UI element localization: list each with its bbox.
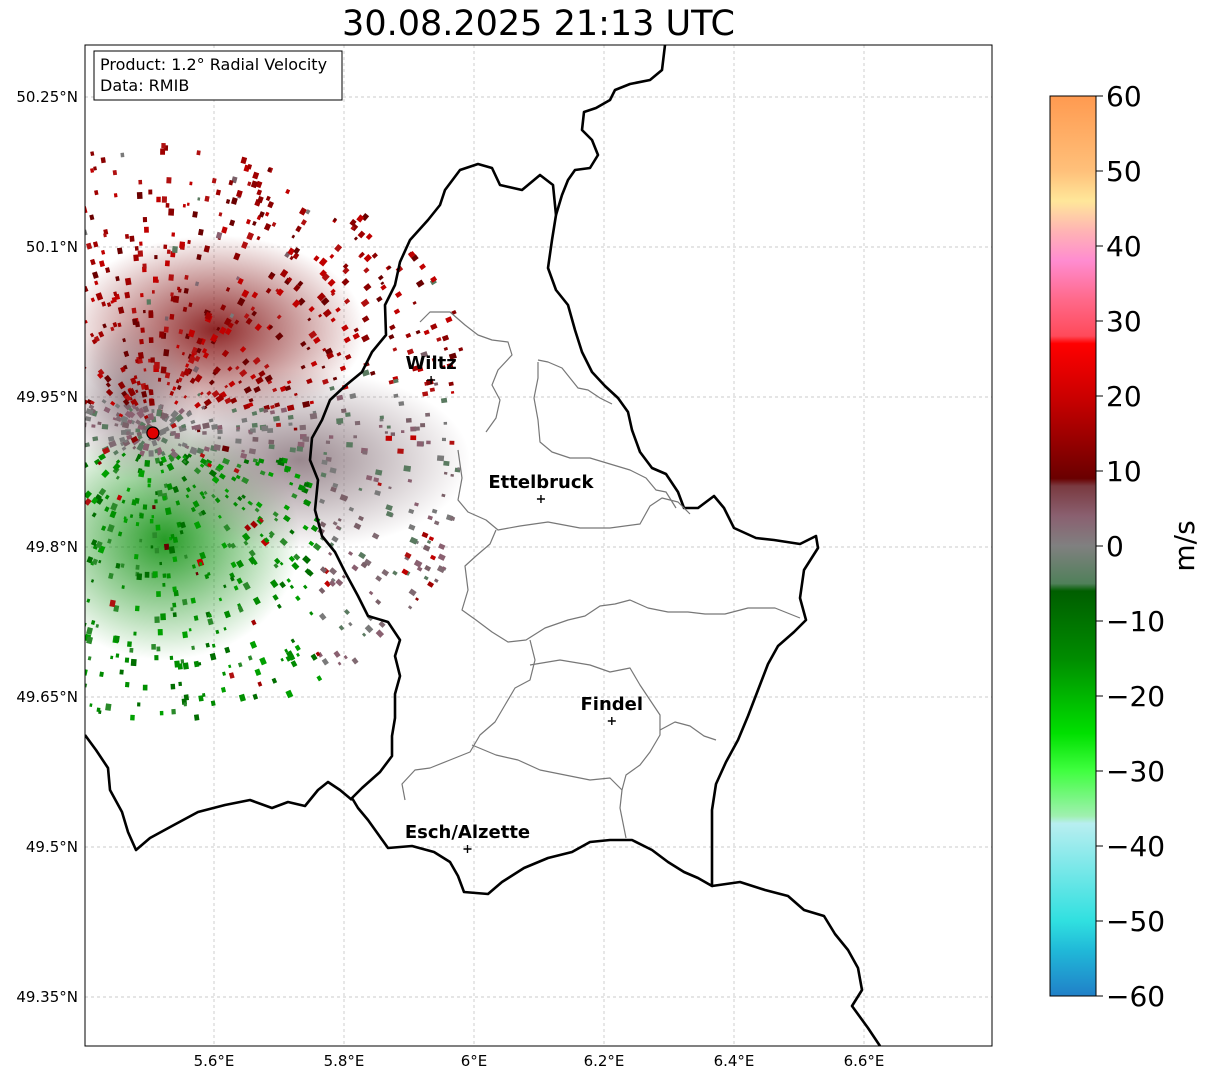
radar-site	[146, 426, 160, 440]
colorbar-tick-label: −10	[1106, 605, 1165, 638]
city-marker-icon	[463, 845, 472, 853]
latitude-tick-labels: 50.25°N 50.1°N 49.95°N 49.8°N 49.65°N 49.5°N 4…	[16, 88, 78, 1006]
lat-tick-label: 49.5°N	[26, 838, 78, 856]
canton-boundaries	[401, 311, 801, 839]
lat-tick-label: 49.95°N	[16, 388, 78, 406]
colorbar-tick-label: 50	[1106, 155, 1142, 188]
colorbar-tick-label: 0	[1106, 530, 1124, 563]
lat-tick-label: 49.65°N	[16, 688, 78, 706]
country-borders	[85, 45, 882, 1046]
city-marker-icon	[427, 376, 436, 384]
city-ettelbruck: Ettelbruck	[488, 472, 595, 503]
colorbar-tick-label: −20	[1106, 680, 1165, 713]
belgium-france-border	[85, 734, 353, 852]
map-title: 30.08.2025 21:13 UTC	[342, 4, 735, 44]
colorbar-tick-label: 10	[1106, 455, 1142, 488]
lat-tick-label: 49.8°N	[26, 538, 78, 556]
colorbar-tick-label: −60	[1106, 980, 1165, 1013]
lon-tick-label: 6.6°E	[844, 1052, 885, 1070]
colorbar-tick-label: 60	[1106, 80, 1142, 113]
lon-tick-label: 6°E	[461, 1052, 488, 1070]
colorbar-tick-label: 40	[1106, 230, 1142, 263]
city-marker-icon	[536, 495, 545, 503]
city-esch-alzette: Esch/Alzette	[405, 822, 530, 853]
colorbar-tick-label: 20	[1106, 380, 1142, 413]
info-box: Product: 1.2° Radial Velocity Data: RMIB	[93, 50, 343, 101]
lon-tick-label: 6.4°E	[714, 1052, 755, 1070]
lon-tick-label: 6.2°E	[584, 1052, 625, 1070]
city-wiltz: Wiltz	[405, 353, 457, 384]
city-label: Findel	[581, 694, 644, 715]
map-frame	[84, 44, 993, 1047]
city-marker-icon	[607, 717, 616, 725]
lon-tick-label: 5.6°E	[194, 1052, 235, 1070]
germany-france-border	[554, 45, 882, 1046]
radar-site-marker	[146, 426, 160, 440]
city-label: Wiltz	[405, 353, 456, 374]
colorbar: 60 50 40 30 20 10 0 −10 −20 −30 −40 −50 −60 m/s	[1049, 80, 1201, 1013]
city-label: Ettelbruck	[488, 472, 594, 493]
lat-tick-label: 50.1°N	[26, 238, 78, 256]
luxembourg-border	[308, 162, 820, 896]
lat-tick-label: 49.35°N	[16, 988, 78, 1006]
colorbar-tick-label: −30	[1106, 755, 1165, 788]
info-source: Data: RMIB	[100, 76, 189, 95]
echo-region-near-zero	[130, 370, 470, 550]
longitude-tick-labels: 5.6°E 5.8°E 6°E 6.2°E 6.4°E 6.6°E	[194, 1052, 885, 1070]
city-label: Esch/Alzette	[405, 822, 530, 843]
colorbar-tick-label: 30	[1106, 305, 1142, 338]
colorbar-tick-label: −50	[1106, 905, 1165, 938]
radar-echoes	[85, 235, 470, 660]
info-product: Product: 1.2° Radial Velocity	[100, 55, 327, 74]
city-findel: Findel	[581, 694, 644, 725]
lon-tick-label: 5.8°E	[324, 1052, 365, 1070]
colorbar-scale	[1049, 95, 1097, 997]
colorbar-label: m/s	[1168, 520, 1201, 571]
lat-tick-label: 50.25°N	[16, 88, 78, 106]
colorbar-tick-label: −40	[1106, 830, 1165, 863]
